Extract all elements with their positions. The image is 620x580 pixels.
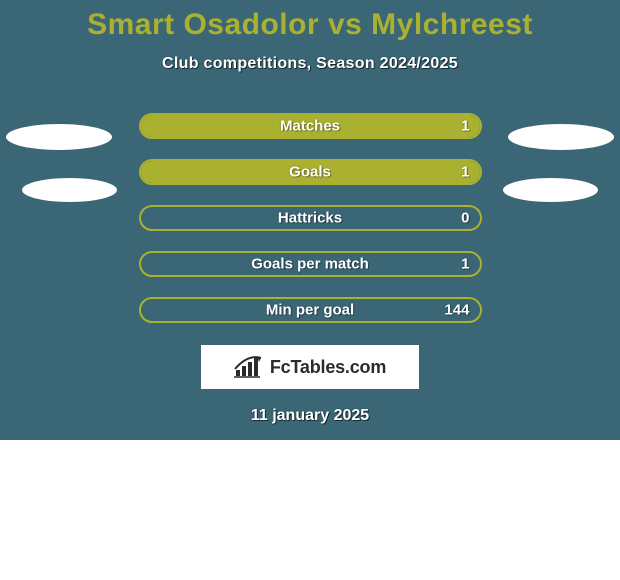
stat-label: Goals per match xyxy=(251,256,369,273)
stat-label: Hattricks xyxy=(278,210,342,227)
comparison-card: Smart Osadolor vs Mylchreest Club compet… xyxy=(0,0,620,440)
player-right-placeholder-top xyxy=(508,124,614,150)
season-subtitle: Club competitions, Season 2024/2025 xyxy=(162,55,458,73)
brand-card[interactable]: FcTables.com xyxy=(201,345,419,389)
page-title: Smart Osadolor vs Mylchreest xyxy=(87,8,533,41)
player-left-placeholder-top xyxy=(6,124,112,150)
stat-bar-min-per-goal: Min per goal 144 xyxy=(139,297,482,323)
stat-bar-matches: Matches 1 xyxy=(139,113,482,139)
stat-bar-goals-per-match: Goals per match 1 xyxy=(139,251,482,277)
stat-bar-hattricks: Hattricks 0 xyxy=(139,205,482,231)
stat-bar-fill xyxy=(141,115,480,137)
stat-value: 144 xyxy=(444,302,469,319)
brand-label: FcTables.com xyxy=(270,357,386,378)
stat-label: Min per goal xyxy=(266,302,354,319)
player-right-placeholder-bottom xyxy=(503,178,598,202)
player-left-placeholder-bottom xyxy=(22,178,117,202)
stat-bar-goals: Goals 1 xyxy=(139,159,482,185)
stat-value: 0 xyxy=(461,210,469,227)
date-label: 11 january 2025 xyxy=(251,407,369,425)
stat-bar-fill xyxy=(141,161,480,183)
bar-chart-icon xyxy=(234,356,264,378)
stat-value: 1 xyxy=(461,256,469,273)
